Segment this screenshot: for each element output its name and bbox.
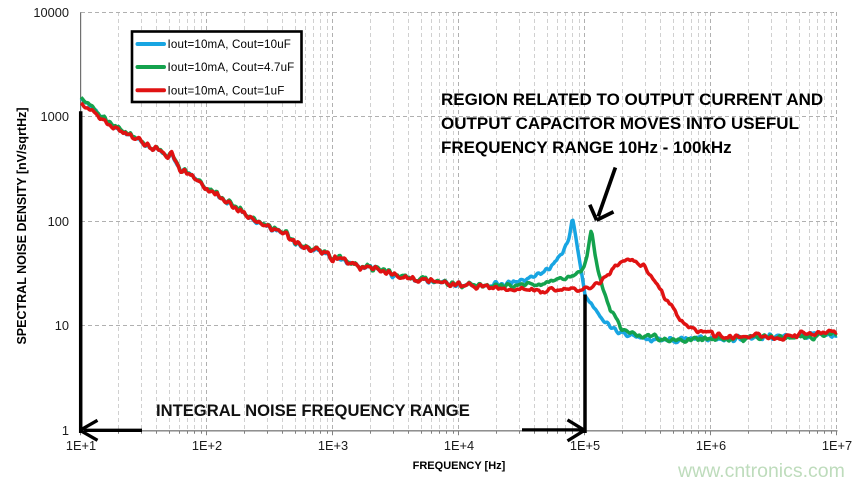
svg-text:1E+5: 1E+5 (570, 438, 600, 453)
svg-text:Iout=10mA, Cout=1uF: Iout=10mA, Cout=1uF (168, 84, 285, 97)
svg-text:10000: 10000 (33, 5, 69, 20)
svg-text:1E+4: 1E+4 (444, 438, 474, 453)
svg-text:SPECTRAL NOISE DENSITY [nV/sqr: SPECTRAL NOISE DENSITY [nV/sqrtHz] (15, 107, 29, 344)
svg-text:FREQUENCY [Hz]: FREQUENCY [Hz] (413, 460, 506, 472)
svg-text:1: 1 (62, 423, 69, 438)
svg-text:1E+6: 1E+6 (696, 438, 726, 453)
svg-text:10: 10 (55, 318, 69, 333)
svg-text:1E+3: 1E+3 (318, 438, 348, 453)
svg-text:1E+1: 1E+1 (66, 438, 96, 453)
svg-text:1E+7: 1E+7 (822, 438, 852, 453)
svg-text:1000: 1000 (41, 109, 69, 124)
svg-text:1E+2: 1E+2 (192, 438, 222, 453)
svg-text:Iout=10mA, Cout=4.7uF: Iout=10mA, Cout=4.7uF (168, 61, 295, 74)
svg-text:Iout=10mA, Cout=10uF: Iout=10mA, Cout=10uF (168, 38, 292, 51)
svg-text:100: 100 (48, 214, 69, 229)
